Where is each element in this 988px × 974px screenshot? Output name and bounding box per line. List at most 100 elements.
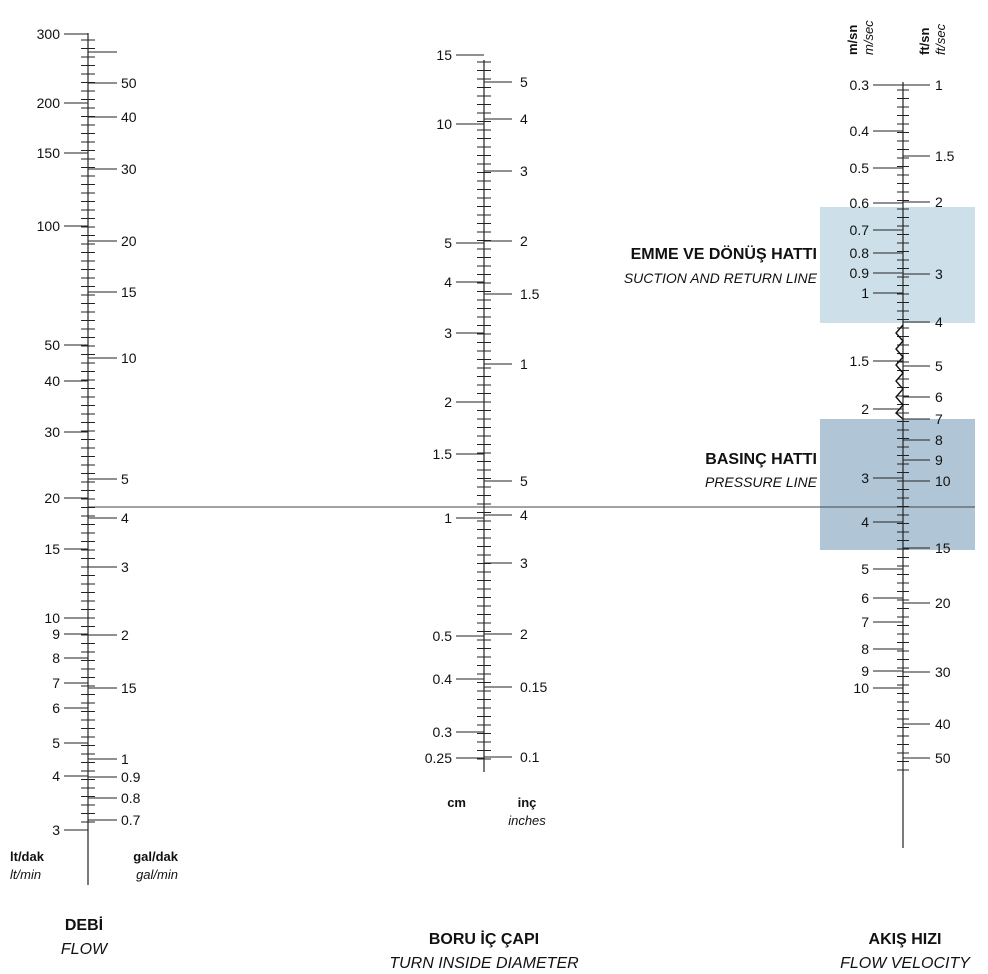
velocity-left-label: 0.9 — [850, 265, 870, 281]
flow-right-label: 30 — [121, 161, 137, 177]
velocity-left-label: 3 — [861, 470, 869, 486]
velocity-right-unit-en: ft/sec — [933, 23, 948, 55]
pressure-zone — [820, 419, 975, 550]
flow-right-label: 50 — [121, 75, 137, 91]
flow-left-label: 30 — [44, 424, 60, 440]
diameter-left-label: 1 — [444, 510, 452, 526]
flow-left-label: 20 — [44, 490, 60, 506]
flow-right-label: 2 — [121, 627, 129, 643]
diameter-title-en: TURN INSIDE DIAMETER — [389, 955, 579, 972]
diameter-left-label: 4 — [444, 274, 452, 290]
flow-left-label: 300 — [37, 26, 61, 42]
diameter-right-label: 5 — [520, 473, 528, 489]
velocity-left-label: 0.7 — [850, 222, 870, 238]
diameter-right-labels: 5 4 3 2 1.5 1 5 4 3 2 0.15 0.1 — [484, 74, 547, 765]
velocity-right-label: 4 — [935, 314, 943, 330]
diameter-right-label: 3 — [520, 163, 528, 179]
diameter-left-unit: cm — [447, 795, 466, 810]
flow-right-label: 15 — [121, 680, 137, 696]
flow-left-label: 10 — [44, 610, 60, 626]
velocity-left-label: 2 — [861, 401, 869, 417]
diameter-left-label: 1.5 — [433, 446, 453, 462]
suction-zone-label: EMME VE DÖNÜŞ HATTI — [631, 244, 817, 263]
flow-left-label: 4 — [52, 768, 60, 784]
velocity-title-en: FLOW VELOCITY — [840, 955, 971, 972]
suction-zone-label-en: SUCTION AND RETURN LINE — [624, 270, 818, 286]
velocity-right-label: 3 — [935, 266, 943, 282]
velocity-title: AKIŞ HIZI — [869, 931, 942, 948]
diameter-right-label: 0.1 — [520, 749, 540, 765]
diameter-right-label: 1.5 — [520, 286, 540, 302]
diameter-left-labels: 15 10 5 4 3 2 1.5 1 0.5 0.4 0.3 0.25 — [425, 47, 484, 766]
flow-right-unit-en: gal/min — [136, 867, 178, 882]
diameter-left-label: 2 — [444, 394, 452, 410]
flow-right-label: 10 — [121, 350, 137, 366]
velocity-left-label: 0.5 — [850, 160, 870, 176]
diameter-left-label: 0.3 — [433, 724, 453, 740]
velocity-minor-ticks — [897, 89, 909, 771]
diameter-left-label: 10 — [436, 116, 452, 132]
flow-right-label: 3 — [121, 559, 129, 575]
velocity-right-label: 9 — [935, 452, 943, 468]
diameter-right-label: 4 — [520, 507, 528, 523]
diameter-right-label: 3 — [520, 555, 528, 571]
velocity-right-label: 40 — [935, 716, 951, 732]
diameter-left-label: 5 — [444, 235, 452, 251]
velocity-left-label: 5 — [861, 561, 869, 577]
flow-left-labels: 300 200 150 100 50 40 30 20 15 10 9 8 7 … — [37, 26, 88, 838]
flow-right-label: 20 — [121, 233, 137, 249]
flow-left-unit-en: lt/min — [10, 867, 41, 882]
flow-left-label: 9 — [52, 626, 60, 642]
flow-right-label: 40 — [121, 109, 137, 125]
flow-right-label: 5 — [121, 471, 129, 487]
velocity-left-unit-en: m/sec — [861, 20, 876, 55]
velocity-left-labels: 0.3 0.4 0.5 0.6 0.7 0.8 0.9 1 1.5 2 3 4 … — [850, 77, 903, 696]
velocity-right-label: 20 — [935, 595, 951, 611]
velocity-right-label: 30 — [935, 664, 951, 680]
transition-marker — [895, 324, 904, 420]
flow-left-unit: lt/dak — [10, 849, 45, 864]
flow-right-label: 4 — [121, 510, 129, 526]
velocity-left-label: 9 — [861, 663, 869, 679]
velocity-left-label: 0.4 — [850, 123, 870, 139]
velocity-left-label: 6 — [861, 590, 869, 606]
diameter-left-label: 3 — [444, 325, 452, 341]
diameter-right-label: 2 — [520, 233, 528, 249]
velocity-left-unit: m/sn — [845, 25, 860, 55]
diameter-left-label: 15 — [436, 47, 452, 63]
flow-left-label: 40 — [44, 373, 60, 389]
velocity-right-unit: ft/sn — [917, 28, 932, 56]
velocity-right-label: 10 — [935, 473, 951, 489]
velocity-left-label: 0.8 — [850, 245, 870, 261]
flow-left-label: 15 — [44, 541, 60, 557]
velocity-right-label: 15 — [935, 540, 951, 556]
velocity-right-labels: 1 1.5 2 3 4 5 6 7 8 9 10 15 20 30 40 50 — [903, 77, 955, 766]
velocity-right-label: 6 — [935, 389, 943, 405]
flow-left-label: 200 — [37, 95, 61, 111]
flow-right-label: 15 — [121, 284, 137, 300]
diameter-right-label: 4 — [520, 111, 528, 127]
velocity-right-label: 1.5 — [935, 148, 955, 164]
flow-right-unit: gal/dak — [133, 849, 179, 864]
diameter-left-label: 0.5 — [433, 628, 453, 644]
flow-left-label: 7 — [52, 675, 60, 691]
velocity-right-label: 7 — [935, 411, 943, 427]
flow-right-label: 0.8 — [121, 790, 141, 806]
flow-left-label: 8 — [52, 650, 60, 666]
flow-right-label: 0.7 — [121, 812, 141, 828]
velocity-left-label: 10 — [853, 680, 869, 696]
pressure-zone-label: BASINÇ HATTI — [705, 451, 817, 468]
flow-right-label: 0.9 — [121, 769, 141, 785]
suction-zone — [820, 207, 975, 323]
diameter-right-label: 0.15 — [520, 679, 547, 695]
velocity-right-label: 8 — [935, 432, 943, 448]
velocity-right-label: 2 — [935, 194, 943, 210]
diameter-right-label: 5 — [520, 74, 528, 90]
velocity-left-label: 1 — [861, 285, 869, 301]
velocity-left-label: 7 — [861, 614, 869, 630]
diameter-right-label: 2 — [520, 626, 528, 642]
flow-right-labels: 50 40 30 20 15 10 5 4 3 2 15 1 0.9 0.8 0… — [88, 51, 141, 828]
flow-title-en: FLOW — [61, 941, 109, 958]
diameter-right-unit-en: inches — [508, 813, 546, 828]
